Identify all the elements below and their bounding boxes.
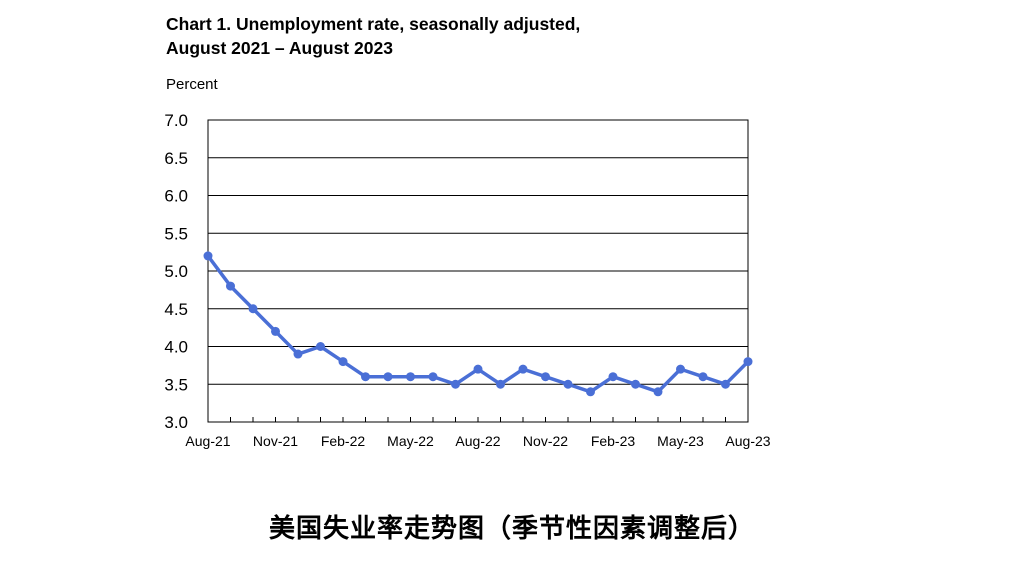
y-tick-label: 3.0 <box>164 413 188 432</box>
x-minor-ticks <box>230 417 726 422</box>
y-tick-label: 3.5 <box>164 375 188 394</box>
x-tick-label: Aug-21 <box>185 433 230 449</box>
data-point <box>518 364 528 374</box>
data-point <box>316 342 325 351</box>
x-tick-label: Feb-23 <box>591 433 636 449</box>
data-point <box>608 372 618 382</box>
y-tick-label: 5.5 <box>164 224 188 243</box>
x-tick-label: Aug-22 <box>455 433 500 449</box>
data-point <box>473 364 483 374</box>
data-point <box>271 326 280 336</box>
data-point <box>721 379 730 389</box>
data-point <box>496 379 505 389</box>
y-tick-label: 5.0 <box>164 262 188 281</box>
x-tick-labels: Aug-21 Nov-21 Feb-22 May-22 Aug-22 Nov-22 Feb-… <box>185 433 770 449</box>
data-point <box>676 364 685 374</box>
x-tick-label: Aug-23 <box>725 433 770 449</box>
data-point <box>541 372 550 382</box>
data-point <box>698 372 708 382</box>
line-chart: Percent 7.0 6.5 6.0 5.5 5.0 4.5 4.0 3.5 3.0 Aug-… <box>164 76 770 449</box>
data-point <box>451 379 460 389</box>
y-tick-label: 7.0 <box>164 111 188 130</box>
y-tick-label: 4.0 <box>164 338 188 357</box>
chart-title: Chart 1. Unemployment rate, seasonally a… <box>166 12 580 60</box>
data-point <box>406 372 415 382</box>
x-tick-label: May-22 <box>387 433 434 449</box>
y-tick-label: 4.5 <box>164 300 188 319</box>
x-tick-label: May-23 <box>657 433 704 449</box>
data-point <box>226 281 235 291</box>
data-point <box>338 357 348 367</box>
x-tick-label: Feb-22 <box>321 433 366 449</box>
data-point <box>586 387 595 397</box>
data-point <box>361 372 370 382</box>
x-tick-label: Nov-22 <box>523 433 568 449</box>
grid <box>208 157 748 385</box>
data-point <box>653 387 663 397</box>
plot-frame <box>207 119 749 423</box>
caption: 美国失业率走势图（季节性因素调整后） <box>268 514 755 544</box>
data-point <box>383 372 393 382</box>
chart-title-line1: Chart 1. Unemployment rate, seasonally a… <box>166 14 581 34</box>
data-point <box>563 379 573 389</box>
y-tick-labels: 7.0 6.5 6.0 5.5 5.0 4.5 4.0 3.5 3.0 <box>164 111 188 432</box>
data-points <box>203 251 753 397</box>
data-point <box>293 349 303 359</box>
data-point <box>743 357 753 367</box>
y-tick-label: 6.0 <box>164 187 188 206</box>
x-tick-label: Nov-21 <box>253 433 298 449</box>
y-tick-label: 6.5 <box>164 149 188 168</box>
data-point <box>631 379 640 389</box>
data-point <box>203 251 213 261</box>
data-point <box>248 304 258 314</box>
chart-title-line2: August 2021 – August 2023 <box>166 38 393 58</box>
y-axis-label: Percent <box>166 76 219 93</box>
data-point <box>428 372 438 382</box>
